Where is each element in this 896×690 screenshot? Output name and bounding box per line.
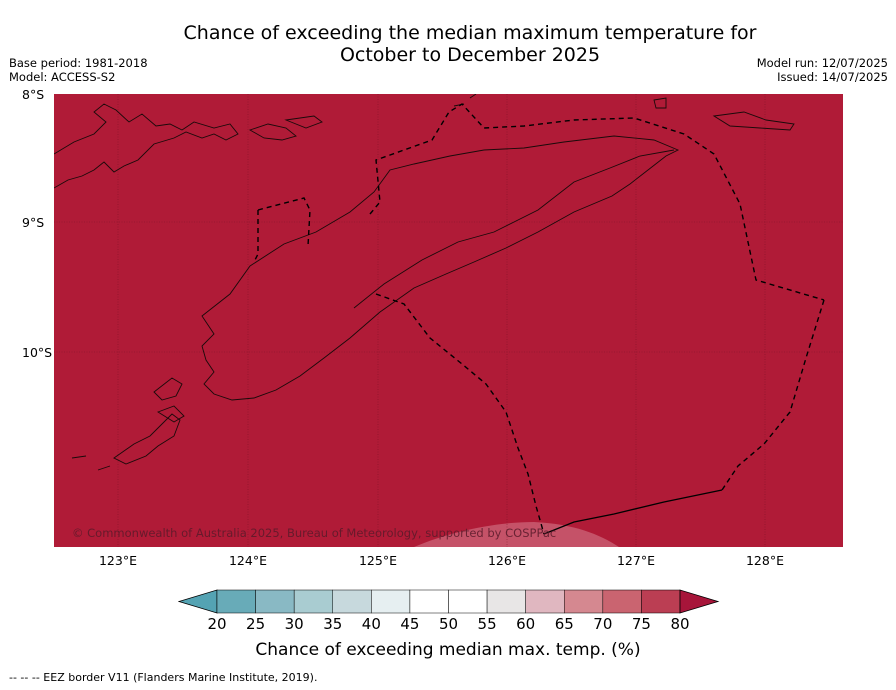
lat-label-8s: 8°S [22,87,45,102]
colorbar-tick-label: 80 [670,615,690,633]
metadata-left: Base period: 1981-2018 Model: ACCESS-S2 [9,56,148,84]
colorbar-segment [486,589,526,614]
chart-title-line-1: Chance of exceeding the median maximum t… [183,22,757,44]
lon-label-125e: 125°E [358,553,397,568]
colorbar-segment [525,589,565,614]
chart-title-line-2: October to December 2025 [339,44,601,66]
colorbar [178,589,720,614]
colorbar-tick-label: 70 [593,615,613,633]
colorbar-segment [371,589,411,614]
lon-label-124e: 124°E [228,553,267,568]
model-text: Model: ACCESS-S2 [9,70,116,84]
colorbar-segment [255,589,295,614]
colorbar-segment [293,589,333,614]
coastline-wetar [653,97,795,131]
colorbar-segment [564,589,604,614]
colorbar-segment [448,589,488,614]
colorbar-segment [332,589,372,614]
colorbar-segment [409,589,449,614]
colorbar-tick-label: 25 [246,615,266,633]
colorbar-tick-label: 45 [400,615,420,633]
coastline-pantar-islands [248,115,323,141]
footnote-eez-legend: -- -- -- EEZ border V11 (Flanders Marine… [9,671,318,684]
colorbar-segment [216,589,256,614]
coastline-southwest-islands [71,413,181,471]
coastline-timor-west [201,135,680,401]
issued-text: Issued: 14/07/2025 [777,70,888,84]
maritime-boundary-solid [543,489,723,535]
colorbar-tick-label: 30 [284,615,304,633]
base-period-text: Base period: 1981-2018 [9,56,148,70]
coastline-timor-ridge [353,149,675,309]
colorbar-title: Chance of exceeding median max. temp. (%… [255,640,641,660]
coastline-roti-savu [153,377,185,423]
colorbar-tick-label: 55 [477,615,497,633]
copyright-notice: © Commonwealth of Australia 2025, Bureau… [72,526,557,540]
colorbar-tick-label: 50 [438,615,459,633]
colorbar-segment [641,589,681,614]
colorbar-under-arrow [178,589,218,614]
colorbar-tick-label: 35 [323,615,343,633]
coastlines [54,94,795,471]
model-run-text: Model run: 12/07/2025 [756,56,888,70]
colorbar-tick-label: 40 [361,615,381,633]
probability-field [54,94,843,547]
metadata-right: Model run: 12/07/2025 Issued: 14/07/2025 [757,56,888,84]
colorbar-tick-label: 75 [631,615,651,633]
lat-label-9s: 9°S [22,215,45,230]
eez-border [253,103,825,535]
lon-label-128e: 128°E [745,553,784,568]
lighter-probability-patch [414,522,619,547]
lon-label-127e: 127°E [616,553,655,568]
map-panel[interactable] [54,94,843,547]
colorbar-over-arrow [679,589,720,614]
lon-label-126e: 126°E [487,553,526,568]
graticule [54,94,843,547]
lat-label-10s: 10°S [22,345,53,360]
colorbar-tick-label: 60 [516,615,536,633]
lon-label-123e: 123°E [98,553,137,568]
coastline-flores-alor [54,103,239,189]
colorbar-tick-label: 65 [554,615,574,633]
colorbar-tick-label: 20 [207,615,227,633]
colorbar-segment [602,589,642,614]
